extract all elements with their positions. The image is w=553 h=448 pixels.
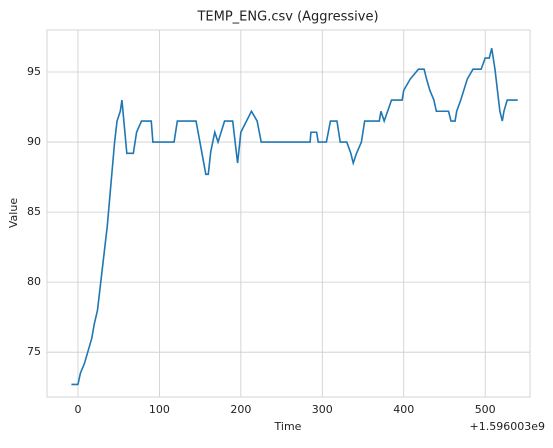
y-tick-label: 75 [27,345,41,358]
data-line [71,48,518,386]
y-tick-label: 85 [27,205,41,218]
x-tick-label: 100 [149,403,170,416]
x-tick-label: 300 [312,403,333,416]
chart-title: TEMP_ENG.csv (Aggressive) [196,10,378,25]
y-tick-label: 90 [27,135,41,148]
x-axis-label: Time [274,420,302,433]
x-offset-label: +1.596003e9 [470,420,545,433]
plot-frame [46,29,531,398]
y-tick-label: 80 [27,275,41,288]
y-tick-label: 95 [27,65,41,78]
x-tick-label: 0 [74,403,81,416]
y-axis-label: Value [7,198,20,228]
x-tick-label: 400 [393,403,414,416]
x-tick-label: 200 [230,403,251,416]
x-tick-label: 500 [475,403,496,416]
